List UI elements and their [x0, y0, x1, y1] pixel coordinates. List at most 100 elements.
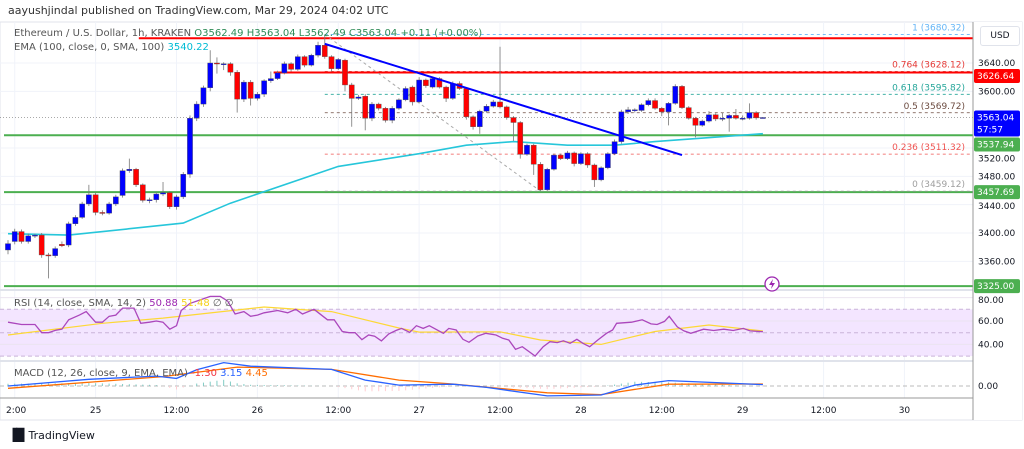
candle [470, 115, 476, 130]
ema-label[interactable]: EMA (100, close, 0, SMA, 100) [14, 42, 165, 53]
candle [86, 184, 92, 207]
candle [611, 139, 618, 156]
bullish-candle-body [490, 101, 497, 107]
bullish-candle-body [477, 110, 483, 127]
lightning-icon[interactable] [764, 276, 780, 292]
bearish-candle-body [712, 114, 719, 120]
bullish-candle-body [739, 118, 746, 120]
candle [241, 79, 247, 102]
bearish-candle-body [38, 234, 45, 256]
bullish-candle-body [369, 103, 375, 119]
candle [625, 106, 631, 114]
bullish-candle-body [254, 93, 261, 99]
bullish-candle-body [281, 63, 288, 74]
rsi-legend: RSI (14, close, SMA, 14, 2) 50.88 51.48 … [14, 298, 234, 309]
bearish-candle-body [591, 164, 598, 181]
bearish-candle-body [247, 81, 254, 99]
bullish-candle-body [119, 170, 126, 196]
price-tick-label: 3640.00 [978, 59, 1015, 69]
currency-button[interactable]: USD [980, 26, 1020, 46]
candle [153, 191, 160, 203]
candle [706, 111, 712, 123]
candle [598, 166, 604, 182]
bearish-candle-body [753, 112, 759, 119]
candle [261, 79, 267, 97]
fib-level-label: 0.764 (3628.12) [892, 60, 965, 70]
bullish-candle-body [173, 196, 180, 207]
bearish-candle-body [470, 116, 476, 127]
bullish-candle-body [389, 108, 395, 121]
bearish-candle-body [685, 107, 692, 119]
bearish-candle-body [301, 56, 308, 66]
bearish-candle-body [584, 153, 591, 166]
candle [503, 105, 510, 120]
bullish-candle-body [665, 103, 672, 113]
candle [18, 229, 25, 244]
rsi-signal-value: 51.48 [181, 298, 210, 309]
candle [375, 102, 382, 111]
bearish-candle-body [139, 184, 146, 201]
candle [173, 194, 180, 210]
macd-label[interactable]: MACD (12, 26, close, 9, EMA, EMA) [14, 368, 188, 379]
fib-trend-line [324, 34, 541, 192]
candle [699, 119, 706, 127]
bullish-candle-body [746, 112, 753, 119]
bearish-candle-body [227, 63, 234, 73]
candle [139, 183, 146, 203]
time-tick-label: 27 [413, 406, 424, 416]
bullish-candle-body [524, 144, 530, 155]
bearish-candle-body [409, 86, 416, 103]
bullish-candle-body [25, 235, 32, 242]
candle [52, 246, 58, 258]
bearish-candle-body [733, 115, 739, 119]
bullish-candle-body [632, 109, 638, 111]
ema-legend: EMA (100, close, 0, SMA, 100) 3540.22 [14, 42, 209, 53]
bullish-candle-body [187, 118, 193, 175]
rsi-extra-2: ∅ [224, 298, 234, 309]
candle [369, 101, 375, 122]
candle [335, 58, 342, 71]
candle [389, 106, 395, 124]
candle [106, 201, 112, 215]
candle [396, 98, 402, 110]
rsi-line [7, 295, 763, 357]
bullish-candle-body [335, 59, 342, 69]
bullish-candle-body [274, 72, 281, 79]
bearish-candle-body [571, 152, 577, 164]
candle [348, 82, 355, 127]
macd-tick-label: 0.00 [978, 382, 998, 392]
open-value: O3562.49 [194, 28, 244, 39]
rsi-label[interactable]: RSI (14, close, SMA, 14, 2) [14, 298, 147, 309]
candle [315, 41, 321, 58]
candle [685, 106, 692, 120]
resistance-price-label-bg [974, 69, 1020, 83]
bullish-candle-body [200, 87, 207, 105]
candle [92, 192, 99, 216]
candle [38, 232, 45, 258]
symbol-name[interactable]: Ethereum / U.S. Dollar, 1h, KRAKEN [14, 28, 192, 39]
bearish-candle-body [234, 72, 240, 100]
time-tick-label: 12:00 [487, 406, 513, 416]
bearish-candle-body [45, 254, 52, 257]
candle [295, 54, 301, 71]
bullish-candle-body [268, 78, 274, 81]
bullish-candle-body [126, 169, 133, 171]
fib-level-label: 0 (3459.12) [912, 180, 965, 190]
fib-level-label: 0.236 (3511.32) [892, 143, 965, 153]
bullish-candle-body [52, 248, 58, 256]
support-price-label: 3537.94 [977, 141, 1014, 151]
candle [551, 153, 557, 171]
candle [126, 158, 133, 173]
candle [99, 210, 106, 216]
tradingview-brand[interactable]: ▐▉ TradingView [8, 428, 95, 442]
bearish-candle-body [214, 62, 220, 65]
lightning-icon-bolt [769, 279, 775, 289]
brand-name: TradingView [28, 428, 95, 442]
candle [268, 71, 274, 83]
bullish-candle-body [598, 167, 604, 181]
bullish-candle-body [72, 217, 79, 224]
bearish-candle-body [537, 164, 544, 190]
time-tick-label: 25 [90, 406, 101, 416]
bullish-candle-body [544, 169, 550, 190]
